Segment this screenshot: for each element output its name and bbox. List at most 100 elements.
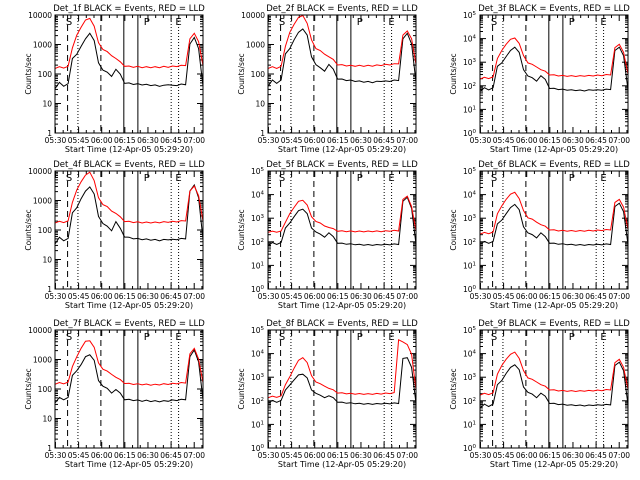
series-line-lld (268, 195, 416, 233)
plot-frame (267, 14, 417, 134)
y-tick-label: 10 (42, 415, 52, 424)
y-tick-label: 10000 (28, 11, 52, 20)
y-tick-label: 102 (463, 238, 476, 247)
x-tick-label: 06:45 (585, 292, 607, 301)
x-tick-label: 06:45 (373, 136, 395, 145)
x-tick-label: 06:15 (539, 292, 561, 301)
y-axis-label: Counts/sec (237, 53, 246, 94)
x-tick-label: 06:00 (516, 451, 538, 460)
panel-title: Det_5f BLACK = Events, RED = LLD (266, 160, 418, 170)
x-tick-label: 07:00 (396, 136, 418, 145)
series-line-events (480, 202, 628, 246)
event-marker-s: S (491, 17, 497, 28)
x-tick-label: 06:00 (304, 292, 326, 301)
y-tick-label: 1 (47, 444, 52, 453)
x-tick-label: 06:00 (516, 136, 538, 145)
series-line-lld (268, 15, 416, 70)
x-tick-label: 06:15 (114, 136, 136, 145)
event-marker-s: S (491, 332, 497, 343)
event-marker-e: E (388, 173, 394, 184)
x-tick-label: 07:00 (183, 136, 205, 145)
y-axis-label: Counts/sec (24, 53, 33, 94)
panel-title: Det_6f BLACK = Events, RED = LLD (478, 160, 630, 170)
x-tick-label: 05:45 (493, 451, 515, 460)
x-tick-label: 05:45 (281, 136, 303, 145)
x-tick-label: 05:30 (45, 136, 67, 145)
event-marker-e: E (175, 332, 181, 343)
x-tick-label: 06:45 (373, 292, 395, 301)
event-marker-p: P (569, 332, 575, 343)
y-tick-label: 10000 (241, 11, 265, 20)
y-tick-label: 100 (251, 444, 265, 453)
event-marker-e: E (388, 332, 394, 343)
x-tick-label: 06:30 (350, 136, 372, 145)
x-axis-label: Start Time (12-Apr-05 05:29:20) (278, 301, 406, 310)
y-axis-label: Counts/sec (24, 209, 33, 250)
y-tick-label: 1000 (246, 41, 265, 50)
event-marker-p: P (357, 173, 363, 184)
y-tick-label: 10 (42, 256, 52, 265)
series-line-lld (55, 17, 203, 69)
y-axis-label: Counts/sec (449, 209, 458, 250)
x-tick-label: 06:45 (160, 292, 182, 301)
x-tick-label: 05:45 (68, 136, 90, 145)
event-marker-p: P (357, 332, 363, 343)
y-tick-label: 104 (463, 191, 477, 200)
y-tick-label: 104 (251, 350, 265, 359)
x-axis-label: Start Time (12-Apr-05 05:29:20) (490, 460, 618, 469)
y-tick-label: 104 (463, 35, 477, 44)
event-marker-e: E (388, 17, 394, 28)
series-line-events (268, 28, 416, 87)
x-tick-label: 06:00 (516, 292, 538, 301)
y-tick-label: 105 (251, 167, 265, 176)
y-tick-label: 10000 (28, 167, 52, 176)
x-tick-label: 06:45 (160, 451, 182, 460)
y-tick-label: 10000 (28, 326, 52, 335)
y-tick-label: 1 (47, 129, 52, 138)
y-tick-label: 103 (463, 58, 477, 67)
x-tick-label: 06:30 (137, 451, 159, 460)
event-marker-e: E (175, 173, 181, 184)
x-tick-label: 07:00 (608, 451, 630, 460)
x-tick-label: 05:45 (493, 292, 515, 301)
x-axis-label: Start Time (12-Apr-05 05:29:20) (65, 460, 193, 469)
event-marker-s: S (66, 173, 72, 184)
x-tick-label: 05:45 (68, 451, 90, 460)
x-tick-label: 06:00 (91, 451, 113, 460)
x-tick-label: 05:30 (45, 292, 67, 301)
y-axis-label: Counts/sec (449, 53, 458, 94)
y-tick-label: 101 (463, 261, 476, 270)
y-tick-label: 105 (251, 326, 265, 335)
x-tick-label: 06:15 (327, 451, 349, 460)
y-tick-label: 100 (38, 385, 53, 394)
y-axis-label: Counts/sec (24, 368, 33, 409)
x-tick-label: 06:30 (562, 136, 584, 145)
x-tick-label: 05:45 (68, 292, 90, 301)
x-axis-label: Start Time (12-Apr-05 05:29:20) (65, 301, 193, 310)
y-tick-label: 101 (251, 261, 264, 270)
panel-det-5: Det_5f BLACK = Events, RED = LLD S P E 100 10… (237, 160, 418, 310)
y-tick-label: 100 (463, 285, 477, 294)
panel-det-6: Det_6f BLACK = Events, RED = LLD S P E 100 10… (449, 160, 630, 310)
event-marker-p: P (144, 17, 150, 28)
x-tick-label: 05:45 (493, 136, 515, 145)
x-tick-label: 06:30 (137, 136, 159, 145)
panel-det-8: Det_8f BLACK = Events, RED = LLD S P E 100 10… (237, 319, 418, 469)
plot-frame (479, 170, 629, 290)
x-tick-label: 06:15 (114, 292, 136, 301)
panel-title: Det_3f BLACK = Events, RED = LLD (478, 4, 630, 14)
x-tick-label: 05:45 (281, 451, 303, 460)
series-line-lld (480, 191, 628, 235)
y-tick-label: 100 (38, 226, 53, 235)
y-tick-label: 1000 (33, 41, 52, 50)
series-line-lld (480, 351, 628, 396)
x-tick-label: 06:30 (350, 451, 372, 460)
x-tick-label: 05:45 (281, 292, 303, 301)
series-line-events (268, 357, 416, 405)
x-tick-label: 07:00 (396, 292, 418, 301)
y-tick-label: 1000 (33, 356, 52, 365)
x-tick-label: 06:00 (91, 136, 113, 145)
event-marker-p: P (569, 173, 575, 184)
y-tick-label: 101 (463, 420, 476, 429)
